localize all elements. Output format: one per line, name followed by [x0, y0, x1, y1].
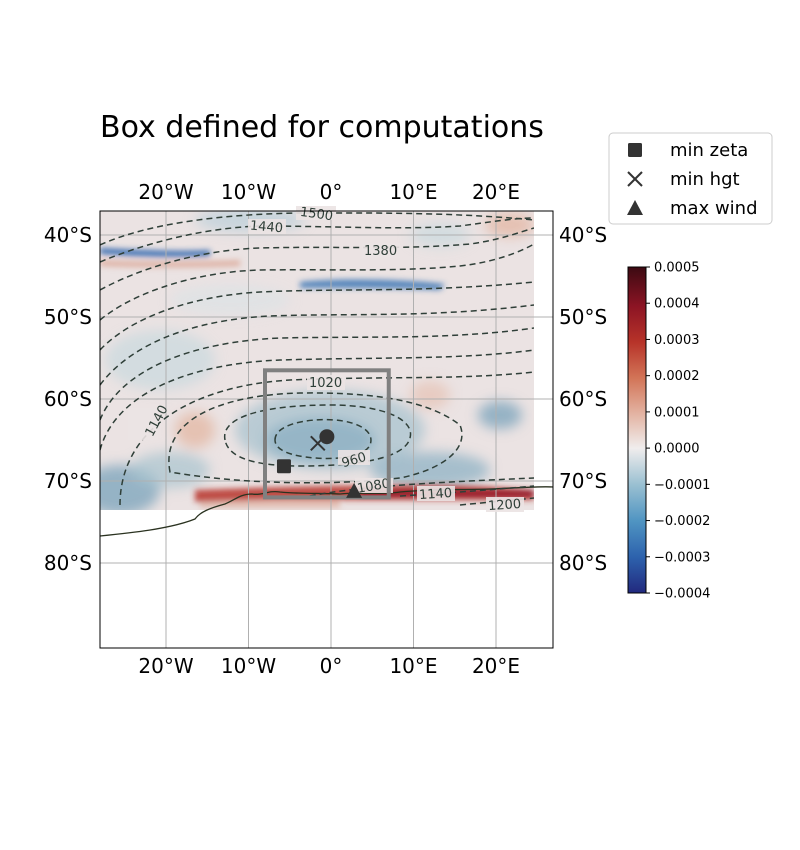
colorbar-tick-label: −0.0003: [654, 550, 710, 565]
lat-tick-label: 40°S: [559, 223, 607, 247]
lon-tick-label: 20°E: [472, 180, 520, 204]
colorbar-tick-label: −0.0002: [654, 514, 710, 529]
contour-label: 1020: [309, 376, 342, 391]
lat-tick-label: 60°S: [44, 387, 92, 411]
lat-tick-label: 70°S: [44, 469, 92, 493]
min-zeta-marker: [277, 459, 291, 473]
lat-tick-label: 60°S: [559, 387, 607, 411]
lat-tick-label: 40°S: [44, 223, 92, 247]
lon-tick-label: 10°E: [389, 654, 437, 678]
colorbar-tick-label: 0.0004: [654, 297, 700, 312]
legend-label: max wind: [670, 198, 758, 219]
legend-min-zeta-icon: [628, 143, 642, 157]
lon-tick-label: 20°W: [138, 180, 193, 204]
colorbar: 0.0005 0.0004 0.0003 0.0002 0.0001 0.0000 −0.0…: [628, 261, 710, 602]
legend: min zeta min hgt max wind: [609, 133, 772, 224]
contour-label: 1200: [488, 497, 522, 514]
lon-tick-label: 20°W: [138, 654, 193, 678]
lon-tick-label: 0°: [320, 180, 343, 204]
colorbar-tick-label: 0.0000: [654, 442, 700, 457]
colorbar-tick-label: 0.0002: [654, 369, 700, 384]
contour-label: 1440: [249, 219, 283, 237]
lat-tick-label: 70°S: [559, 469, 607, 493]
circle-marker: [319, 429, 334, 444]
colorbar-tick-label: −0.0001: [654, 478, 710, 493]
colorbar-tick-label: −0.0004: [654, 587, 710, 602]
lon-tick-label: 10°W: [221, 654, 276, 678]
lon-tick-label: 10°E: [389, 180, 437, 204]
vorticity-field: [80, 208, 535, 515]
lat-tick-label: 80°S: [559, 551, 607, 575]
contour-label: 1380: [364, 244, 397, 259]
contour-label: 1140: [419, 486, 453, 503]
lat-tick-label: 80°S: [44, 551, 92, 575]
lon-tick-label: 10°W: [221, 180, 276, 204]
legend-label: min hgt: [670, 169, 740, 190]
colorbar-tick-label: 0.0003: [654, 333, 700, 348]
lat-tick-label: 50°S: [44, 305, 92, 329]
lon-tick-label: 0°: [320, 654, 343, 678]
legend-label: min zeta: [670, 140, 748, 161]
colorbar-tick-label: 0.0001: [654, 405, 700, 420]
lon-tick-label: 20°E: [472, 654, 520, 678]
colorbar-tick-label: 0.0005: [654, 261, 700, 276]
lat-tick-label: 50°S: [559, 305, 607, 329]
